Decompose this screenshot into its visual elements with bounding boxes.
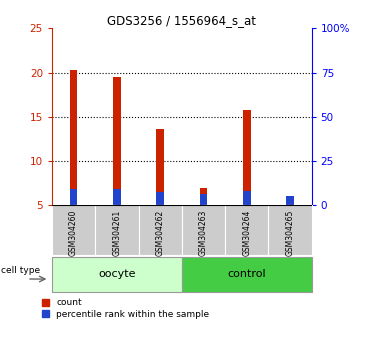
Bar (52, 205, 95, 255)
Text: GSM304261: GSM304261 (112, 209, 121, 256)
Text: GSM304263: GSM304263 (199, 209, 208, 256)
Bar (156, 129, 164, 205)
Bar (243, 191, 251, 205)
Text: GSM304264: GSM304264 (242, 209, 251, 256)
Text: GSM304265: GSM304265 (286, 209, 295, 256)
Bar (200, 188, 207, 205)
Text: oocyte: oocyte (98, 269, 136, 279)
Text: GSM304262: GSM304262 (156, 209, 165, 256)
Bar (243, 110, 251, 205)
Bar (156, 192, 164, 205)
Bar (138, 205, 182, 255)
Bar (70, 70, 78, 205)
Bar (182, 205, 225, 255)
Text: GSM304260: GSM304260 (69, 209, 78, 256)
Bar (268, 205, 312, 255)
Text: control: control (227, 269, 266, 279)
Bar (70, 189, 78, 205)
Bar (113, 77, 121, 205)
Bar (95, 205, 138, 255)
Bar (182, 257, 312, 292)
Bar (286, 196, 294, 205)
Legend: count, percentile rank within the sample: count, percentile rank within the sample (42, 298, 209, 319)
Bar (200, 194, 207, 205)
Bar (52, 257, 182, 292)
Bar (225, 205, 268, 255)
Title: GDS3256 / 1556964_s_at: GDS3256 / 1556964_s_at (107, 14, 256, 27)
Text: cell type: cell type (1, 266, 40, 275)
Bar (113, 189, 121, 205)
